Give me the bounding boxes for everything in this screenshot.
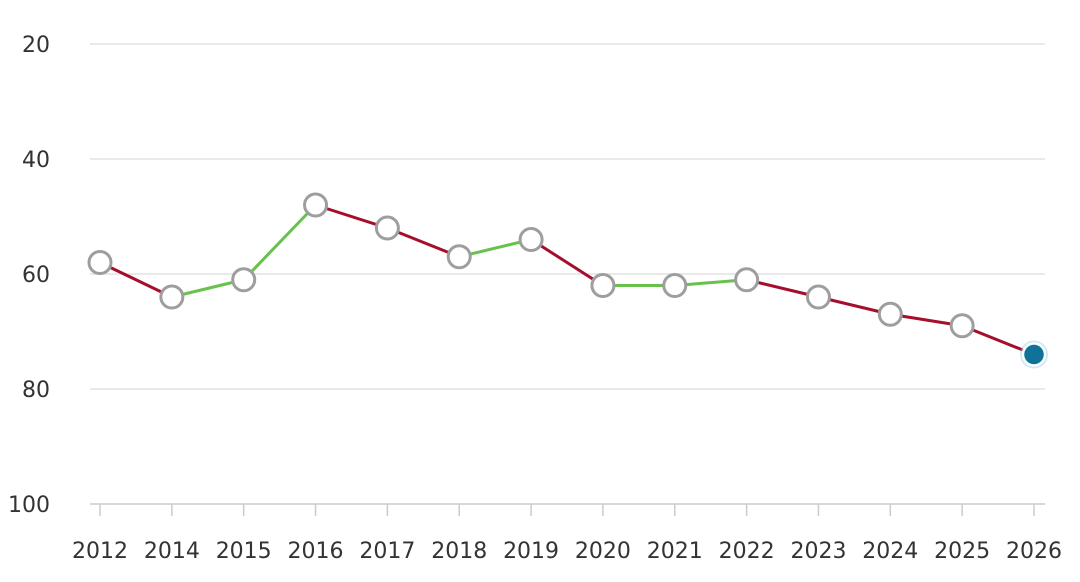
data-point (734, 267, 760, 293)
y-tick-label: 80 (22, 378, 50, 403)
line-segment (242, 203, 318, 282)
data-point (949, 313, 975, 339)
x-tick-label: 2018 (431, 539, 487, 564)
y-tick-label: 40 (22, 148, 50, 173)
data-point (231, 267, 257, 293)
x-tick-label: 2023 (790, 539, 846, 564)
y-tick-label: 20 (22, 33, 50, 58)
x-tick-label: 2024 (862, 539, 918, 564)
line-segment (314, 203, 389, 230)
y-tick-label: 100 (8, 493, 50, 518)
x-tick-label: 2021 (647, 539, 703, 564)
data-point (374, 215, 400, 241)
marker-layer (87, 192, 1048, 369)
data-point (805, 284, 831, 310)
label-layer: 20 40 60 80 100 2012 2014 2015 2016 2017 2018 2019 2… (8, 33, 1062, 564)
x-tick-label: 2020 (575, 539, 631, 564)
data-point-highlighted (1021, 342, 1047, 367)
data-point (518, 227, 544, 252)
data-point (159, 284, 185, 310)
data-point (87, 250, 113, 275)
x-tick-label: 2026 (1006, 539, 1062, 564)
data-point (303, 192, 329, 218)
line-segment (98, 261, 174, 299)
line-segment (529, 238, 605, 287)
x-tick-label: 2014 (144, 539, 200, 564)
y-tick-label: 60 (22, 263, 50, 288)
x-tick-label: 2017 (359, 539, 415, 564)
x-tick-label: 2019 (503, 539, 559, 564)
axis-layer (99, 504, 1035, 516)
line-segment (385, 226, 461, 259)
x-tick-label: 2022 (719, 539, 775, 564)
data-point (877, 301, 903, 327)
line-segment (960, 324, 1036, 356)
data-point (446, 244, 472, 270)
x-tick-label: 2025 (934, 539, 990, 564)
data-point (662, 273, 688, 298)
x-tick-label: 2012 (72, 539, 128, 564)
x-tick-label: 2015 (216, 539, 272, 564)
x-tick-label: 2016 (288, 539, 344, 564)
data-point (590, 273, 616, 298)
